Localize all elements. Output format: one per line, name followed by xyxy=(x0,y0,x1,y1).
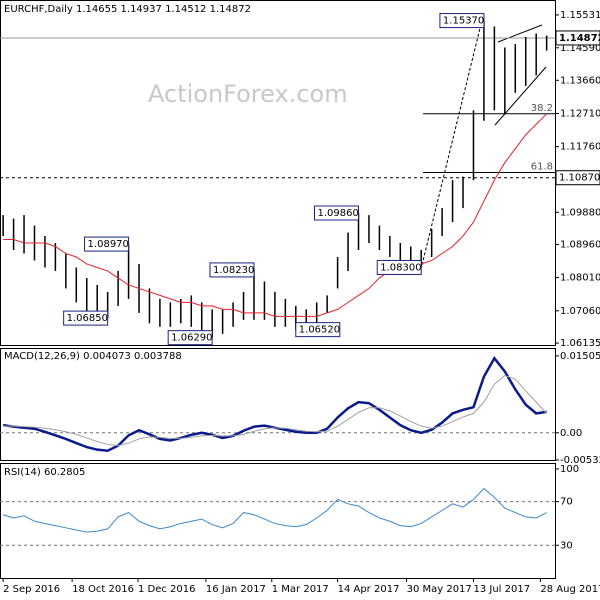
annotation-label: 1.06290 xyxy=(171,333,212,344)
x-tick-label: 2 Sep 2016 xyxy=(3,584,60,595)
last-price-label: 1.14872 xyxy=(559,33,600,44)
swing-line xyxy=(421,19,483,266)
y-tick-label: 1.09880 xyxy=(560,207,600,218)
y-tick-label: 30 xyxy=(560,540,573,551)
macd-panel xyxy=(0,348,556,461)
wedge-line xyxy=(497,24,543,43)
annotation-box xyxy=(439,13,485,29)
x-tick-label: 30 May 2017 xyxy=(407,584,472,595)
annotation-box xyxy=(84,236,130,252)
y-tick-label: 1.08960 xyxy=(560,239,600,250)
rsi-panel xyxy=(0,463,556,579)
annotation-box xyxy=(209,262,255,278)
y-tick-label: 1.13660 xyxy=(560,75,600,86)
fib-label: 61.8 xyxy=(531,161,553,172)
y-tick-label: 1.07060 xyxy=(560,306,600,317)
y-tick-label: 0.00 xyxy=(560,428,582,439)
y-tick-label: 1.14590 xyxy=(560,43,600,54)
y-tick-label: 1.12710 xyxy=(560,108,600,119)
annotation-box xyxy=(376,259,422,275)
x-tick-label: 13 Jul 2017 xyxy=(473,584,530,595)
annotation-label: 1.15370 xyxy=(443,16,484,27)
moving-average xyxy=(3,113,547,317)
x-tick-label: 1 Dec 2016 xyxy=(138,584,196,595)
annotation-box xyxy=(63,310,109,326)
annotation-label: 1.08230 xyxy=(213,265,254,276)
watermark: ActionForex.com xyxy=(148,80,348,108)
y-tick-label: 0.015052 xyxy=(560,351,600,362)
rsi-title: RSI(14) 60.2805 xyxy=(4,467,85,478)
annotation-label: 1.06850 xyxy=(67,313,108,324)
y-tick-label: 1.15531 xyxy=(560,10,600,21)
x-tick-label: 28 Aug 2017 xyxy=(540,584,600,595)
annotation-box xyxy=(314,205,360,221)
x-tick-label: 16 Jan 2017 xyxy=(206,584,266,595)
y-tick-label: 1.08010 xyxy=(560,273,600,284)
level-box xyxy=(555,170,600,186)
x-tick-label: 14 Apr 2017 xyxy=(338,584,400,595)
y-tick-label: -0.005321 xyxy=(560,455,600,466)
x-tick-label: 18 Oct 2016 xyxy=(72,584,134,595)
indicator-line xyxy=(2,487,547,533)
y-tick-label: 1.11760 xyxy=(560,142,600,153)
annotation-label: 1.08300 xyxy=(380,262,421,273)
price-title: EURCHF,Daily 1.14655 1.14937 1.14512 1.1… xyxy=(4,4,251,15)
y-tick-label: 70 xyxy=(560,497,573,508)
macd-title: MACD(12,26,9) 0.004073 0.003788 xyxy=(4,351,182,362)
indicator-line xyxy=(3,375,548,447)
fib-label: 38.2 xyxy=(531,103,553,114)
level-label: 1.10870 xyxy=(559,173,600,184)
annotation-label: 1.08970 xyxy=(88,239,129,250)
y-tick-label: 100 xyxy=(560,464,579,475)
annotation-label: 1.06520 xyxy=(299,325,340,336)
y-tick-label: 1.06135 xyxy=(560,338,600,349)
annotation-box xyxy=(295,322,341,338)
wedge-line xyxy=(494,66,547,126)
x-tick-label: 1 Mar 2017 xyxy=(272,584,329,595)
last-price-box xyxy=(555,30,600,46)
annotation-box xyxy=(167,330,213,346)
annotation-label: 1.09860 xyxy=(318,208,359,219)
